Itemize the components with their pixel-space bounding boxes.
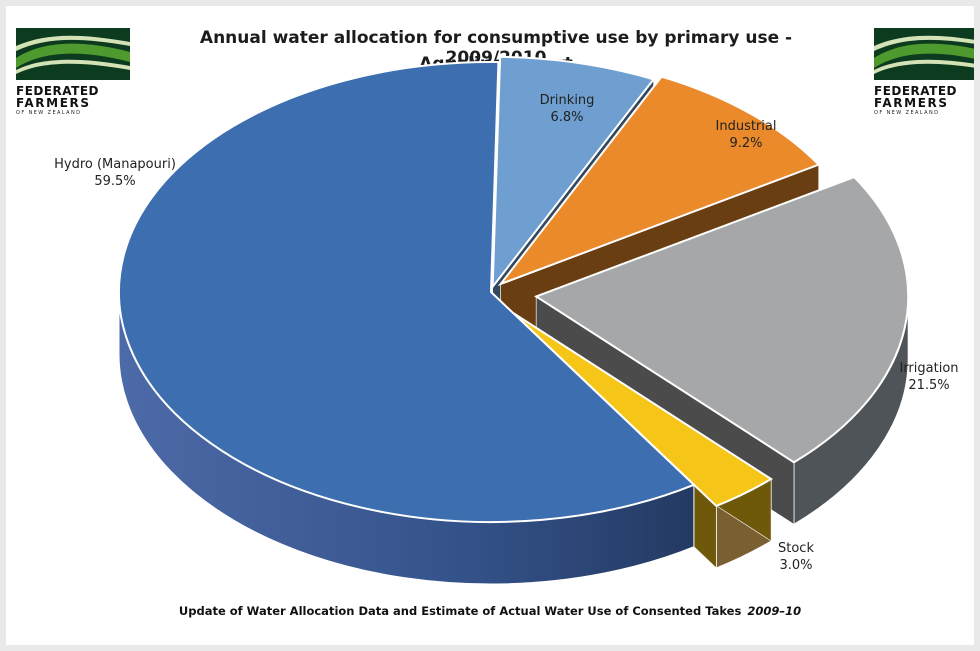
logo-text-line3: OF NEW ZEALAND (16, 110, 82, 116)
footnote-emphasis: 2009–10 (747, 604, 802, 618)
footnote-text: Update of Water Allocation Data and Esti… (178, 604, 742, 618)
slice-label-name: Irrigation (899, 361, 959, 376)
slice-label-value: 6.8% (550, 110, 584, 125)
federated-farmers-logo: FEDERATED FARMERS OF NEW ZEALAND (14, 26, 134, 126)
pie-slice-hydro-manapouri (118, 61, 696, 523)
slice-label-irrigation: Irrigation 21.5% (884, 360, 974, 394)
logo-text-line2: FARMERS (16, 96, 91, 110)
slice-label-value: 59.5% (94, 174, 136, 189)
pie-tops (118, 55, 910, 523)
pie-slice-industrial (497, 75, 821, 287)
slice-label-value: 21.5% (908, 378, 950, 393)
pie-slice-drinking (491, 55, 656, 290)
federated-farmers-logo-right: FEDERATED FARMERS OF NEW ZEALAND (872, 26, 974, 126)
pie-slice-stock (512, 312, 774, 508)
slice-label-name: Stock (778, 541, 814, 556)
slice-label-value: 9.2% (729, 136, 763, 151)
logo-waves-icon (16, 28, 130, 80)
logo-waves-icon (874, 28, 974, 80)
slice-label-name: Drinking (539, 93, 595, 108)
pie-chart (118, 55, 910, 585)
logo-text-line1: FEDERATED (16, 84, 99, 98)
slice-label-hydro: Hydro (Manapouri) 59.5% (40, 156, 190, 190)
slice-label-industrial: Industrial 9.2% (696, 118, 796, 152)
pie-slice-irrigation (533, 175, 910, 464)
slice-label-drinking: Drinking 6.8% (522, 92, 612, 126)
logo-text-line2: FARMERS (874, 96, 949, 110)
logo-text-line3: OF NEW ZEALAND (874, 110, 940, 116)
slice-label-name: Industrial (715, 119, 777, 134)
logo-text-line1: FEDERATED (874, 84, 957, 98)
footnote: Update of Water Allocation Data and Esti… (6, 604, 974, 618)
slice-label-name: Hydro (Manapouri) (54, 157, 176, 172)
slide: FEDERATED FARMERS OF NEW ZEALAND FEDERAT… (6, 6, 974, 645)
slice-label-stock: Stock 3.0% (756, 540, 836, 574)
slice-label-value: 3.0% (779, 558, 813, 573)
